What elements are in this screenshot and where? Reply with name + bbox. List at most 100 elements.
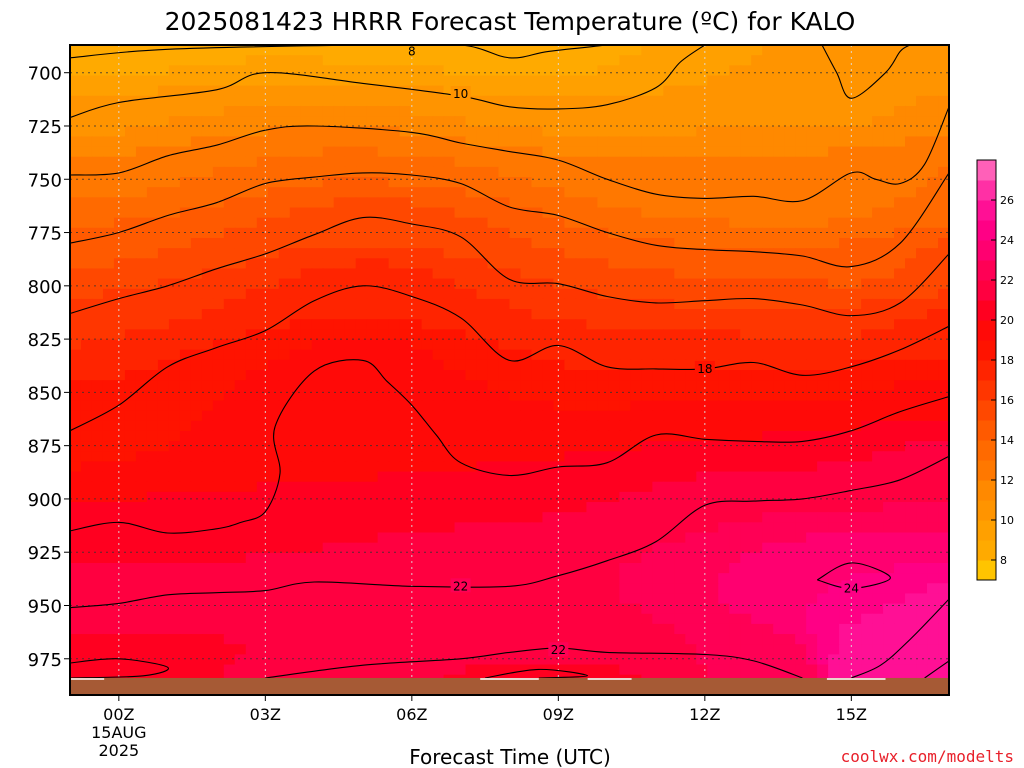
temperature-cell [410,237,423,249]
temperature-cell [399,512,412,524]
temperature-cell [476,370,489,381]
temperature-cell [487,55,500,67]
temperature-cell [498,380,511,392]
temperature-cell [234,512,247,524]
temperature-cell [421,105,434,117]
temperature-cell [399,502,412,513]
temperature-cell [113,502,126,513]
temperature-cell [498,187,511,199]
temperature-cell [894,248,906,260]
temperature-cell [696,349,709,361]
temperature-cell [91,217,104,229]
temperature-cell [146,329,159,341]
temperature-cell [135,75,148,87]
temperature-cell [289,552,302,564]
temperature-cell [410,166,423,178]
temperature-cell [366,664,379,676]
temperature-cell [498,430,511,442]
temperature-cell [652,105,665,117]
temperature-cell [817,542,829,554]
temperature-cell [355,522,368,534]
temperature-cell [344,634,357,646]
temperature-cell [223,471,236,483]
temperature-cell [740,187,753,199]
temperature-cell [421,278,434,290]
temperature-cell [410,248,423,260]
temperature-cell [652,451,665,463]
temperature-cell [355,481,368,493]
temperature-cell [663,187,676,199]
temperature-cell [223,491,236,503]
temperature-cell [124,552,137,564]
temperature-cell [256,288,269,300]
temperature-cell [476,217,489,229]
temperature-cell [333,319,346,331]
temperature-cell [443,491,456,503]
temperature-cell [696,532,709,544]
temperature-cell [883,441,895,453]
temperature-cell [597,339,610,351]
temperature-cell [872,664,884,676]
temperature-cell [740,400,753,412]
temperature-cell [773,237,785,249]
temperature-cell [509,329,522,341]
temperature-cell [377,65,390,77]
temperature-cell [311,187,324,199]
temperature-cell [157,105,170,117]
temperature-cell [454,258,467,270]
temperature-cell [377,146,390,158]
temperature-cell [729,664,742,676]
temperature-cell [322,522,335,534]
temperature-cell [883,481,895,493]
temperature-cell [839,258,851,270]
temperature-cell [245,166,258,178]
temperature-cell [168,217,181,229]
temperature-cell [652,278,665,290]
temperature-cell [520,105,533,117]
temperature-cell [740,319,753,331]
temperature-cell [597,258,610,270]
temperature-cell [399,278,412,290]
temperature-cell [586,542,599,554]
temperature-cell [652,471,665,483]
temperature-cell [124,207,137,219]
temperature-cell [839,512,851,524]
temperature-cell [278,319,291,331]
temperature-cell [223,410,236,422]
temperature-cell [751,187,764,199]
temperature-cell [179,55,192,67]
temperature-cell [872,177,884,188]
temperature-cell [146,634,159,646]
temperature-cell [751,166,764,178]
temperature-cell [355,491,368,503]
temperature-cell [641,45,654,56]
temperature-cell [828,217,840,229]
temperature-cell [839,319,851,331]
temperature-cell [388,522,401,534]
temperature-cell [432,471,445,483]
temperature-cell [443,268,456,280]
temperature-cell [355,258,368,270]
temperature-cell [267,177,280,188]
temperature-cell [542,542,555,554]
temperature-cell [179,420,192,432]
temperature-cell [124,105,137,117]
temperature-cell [663,471,676,483]
temperature-cell [311,522,324,534]
temperature-cell [883,217,895,229]
temperature-cell [641,85,654,97]
temperature-cell [476,461,489,473]
temperature-cell [839,613,851,625]
temperature-cell [806,420,818,432]
temperature-cell [839,593,851,605]
temperature-cell [740,258,753,270]
temperature-cell [850,502,862,513]
temperature-cell [861,349,873,361]
temperature-cell [443,329,456,341]
temperature-cell [410,85,423,97]
temperature-cell [366,217,379,229]
temperature-cell [223,95,236,107]
temperature-cell [564,410,577,422]
temperature-cell [234,177,247,188]
temperature-cell [443,197,456,209]
